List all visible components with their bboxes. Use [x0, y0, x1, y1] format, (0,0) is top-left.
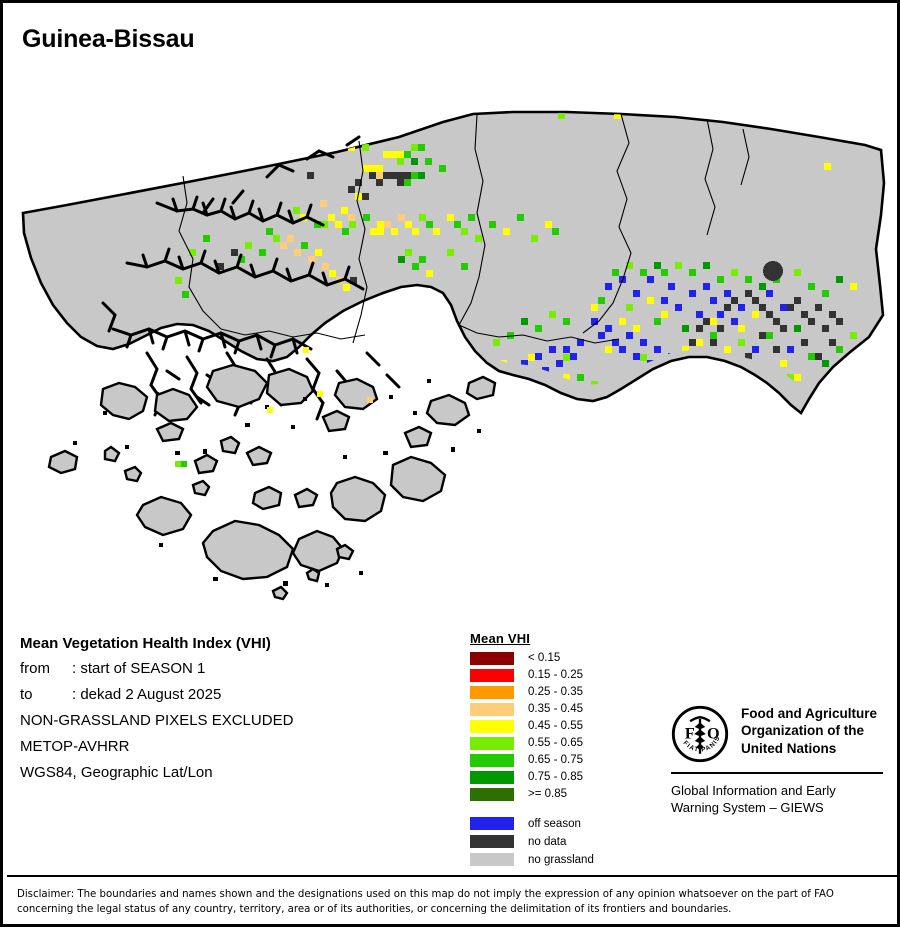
- disclaimer-text: Disclaimer: The boundaries and names sho…: [17, 889, 834, 916]
- vhi-cells-northwest: [307, 130, 446, 200]
- legend-special-row: off season: [470, 815, 640, 832]
- legend-special-row: no grassland: [470, 851, 640, 868]
- legend-class-label: 0.55 - 0.65: [528, 737, 583, 749]
- legend-swatch: [470, 651, 514, 665]
- fao-org-line2: Organization of the: [741, 723, 864, 739]
- legend-swatch: [470, 787, 514, 801]
- legend-title: Mean VHI: [470, 631, 531, 646]
- legend-class-label: 0.15 - 0.25: [528, 669, 583, 681]
- svg-text:F: F: [685, 725, 695, 743]
- legend-special-list: off season no data no grassland: [470, 815, 640, 868]
- legend-class-label: 0.75 - 0.85: [528, 771, 583, 783]
- map-canvas[interactable]: [7, 53, 897, 623]
- island-vhi-cells: [175, 347, 373, 467]
- island-dots: [73, 379, 481, 587]
- legend-special-label: no data: [528, 835, 567, 848]
- info-from-key: from: [20, 660, 50, 677]
- fao-sub-line1: Global Information and Early: [671, 783, 836, 798]
- legend-special-row: no data: [470, 833, 640, 850]
- legend-class-label: 0.45 - 0.55: [528, 720, 583, 732]
- legend-special-label: off season: [528, 817, 581, 830]
- legend-swatch: [470, 685, 514, 699]
- info-mask-note: NON-GRASSLAND PIXELS EXCLUDED: [20, 712, 294, 729]
- info-row-from: from : start of SEASON 1: [20, 660, 450, 677]
- admin-boundaries: [178, 113, 750, 344]
- info-row-to: to : dekad 2 August 2025: [20, 686, 450, 703]
- legend-swatch: [470, 817, 514, 830]
- fao-logo-icon: F O FIAT PANIS: [671, 705, 729, 763]
- legend-class-label: 0.35 - 0.45: [528, 703, 583, 715]
- fao-sub-line2: Warning System – GIEWS: [671, 800, 824, 816]
- map-info-block: Mean Vegetation Health Index (VHI) from:…: [20, 635, 450, 790]
- legend-swatch: [470, 702, 514, 716]
- legend-swatch: [470, 835, 514, 848]
- legend-class-row: 0.45 - 0.55: [470, 718, 640, 734]
- fao-org-line3: United Nations: [741, 740, 837, 756]
- legend-class-row: 0.65 - 0.75: [470, 752, 640, 768]
- disclaimer-divider: [7, 875, 897, 877]
- mangrove-coastline: [101, 135, 401, 421]
- legend-spacer: [470, 803, 640, 815]
- legend-class-list: < 0.15 0.15 - 0.25 0.25 - 0.35 0.35 - 0.45 0…: [470, 650, 640, 802]
- info-from-value: : start of SEASON 1: [72, 660, 206, 677]
- fao-org-line1: Food and Agriculture: [741, 706, 877, 721]
- fao-divider: [671, 772, 883, 774]
- info-heading: Mean Vegetation Health Index (VHI): [20, 635, 271, 652]
- legend-class-row: 0.75 - 0.85: [470, 769, 640, 785]
- bijagos-islands: [47, 363, 497, 601]
- svg-text:O: O: [707, 725, 720, 743]
- legend-class-label: 0.25 - 0.35: [528, 686, 583, 698]
- fao-header: F O FIAT PANIS Food and Agriculture Orga…: [671, 705, 886, 763]
- legend-class-row: 0.25 - 0.35: [470, 684, 640, 700]
- legend-class-label: >= 0.85: [528, 788, 568, 800]
- info-to-key: to: [20, 686, 33, 703]
- legend-class-label: < 0.15: [528, 652, 561, 664]
- legend-class-row: 0.15 - 0.25: [470, 667, 640, 683]
- page-title: Guinea-Bissau: [22, 25, 195, 53]
- legend-class-row: 0.55 - 0.65: [470, 735, 640, 751]
- legend-class-label: 0.65 - 0.75: [528, 754, 583, 766]
- mainland-landmass: [21, 110, 886, 415]
- legend-swatch: [470, 753, 514, 767]
- fao-org-name: Food and Agriculture Organization of the…: [741, 705, 877, 757]
- legend-class-row: < 0.15: [470, 650, 640, 666]
- info-to-value: : dekad 2 August 2025: [72, 686, 222, 703]
- legend-class-row: 0.35 - 0.45: [470, 701, 640, 717]
- map-graphic[interactable]: [7, 53, 897, 623]
- legend-swatch: [470, 736, 514, 750]
- legend-special-label: no grassland: [528, 853, 594, 866]
- info-sensor: METOP-AVHRR: [20, 738, 130, 755]
- legend-swatch: [470, 668, 514, 682]
- legend-swatch: [470, 853, 514, 866]
- info-projection: WGS84, Geographic Lat/Lon: [20, 764, 213, 781]
- fao-programme: Global Information and Early Warning Sys…: [671, 782, 886, 816]
- fao-branding: F O FIAT PANIS Food and Agriculture Orga…: [671, 705, 886, 816]
- legend-class-row: >= 0.85: [470, 786, 640, 802]
- legend-swatch: [470, 719, 514, 733]
- map-legend: Mean VHI < 0.15 0.15 - 0.25 0.25 - 0.35 0.3…: [470, 631, 640, 869]
- legend-swatch: [470, 770, 514, 784]
